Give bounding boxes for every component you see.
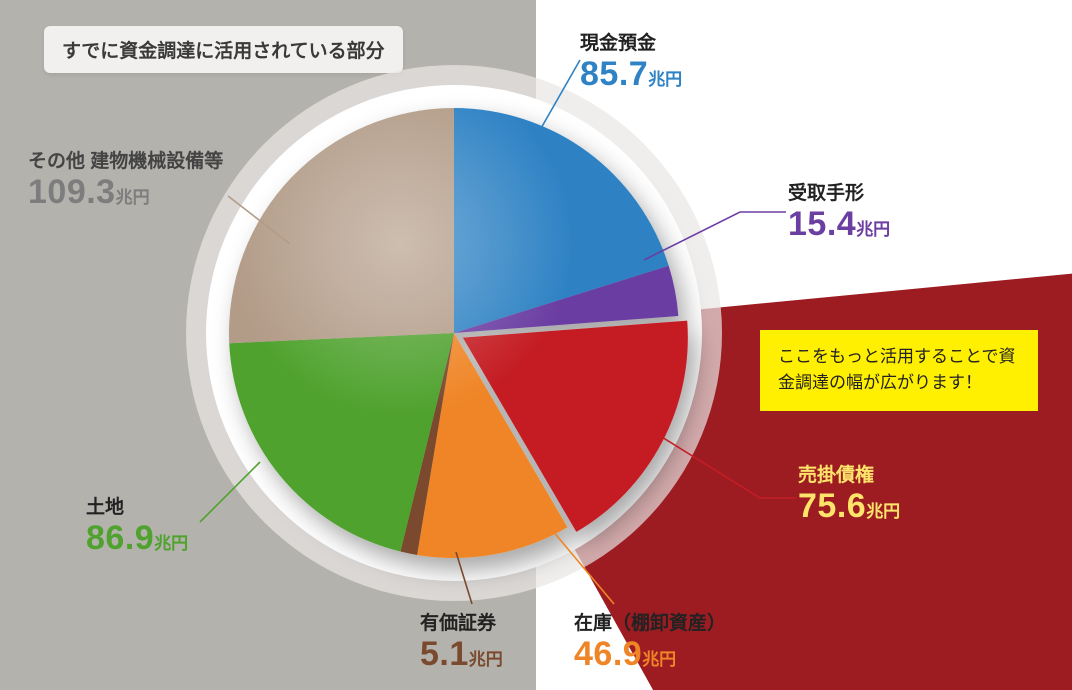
- leader-genkin: [540, 60, 580, 130]
- label-uketori: 受取手形15.4兆円: [788, 178, 890, 244]
- label-title-urikake: 売掛債権: [798, 460, 900, 487]
- label-title-uketori: 受取手形: [788, 178, 890, 205]
- label-unit-urikake: 兆円: [866, 502, 900, 521]
- label-value-zaiko: 46.9: [574, 635, 642, 673]
- label-unit-genkin: 兆円: [648, 70, 682, 89]
- label-title-genkin: 現金預金: [580, 28, 682, 55]
- label-unit-zaiko: 兆円: [642, 650, 676, 669]
- leader-uketori: [644, 212, 786, 260]
- leader-urikake: [628, 416, 796, 498]
- label-value-urikake: 75.6: [798, 487, 866, 525]
- bg-panel-left: [0, 0, 536, 690]
- leader-zaiko: [552, 530, 614, 604]
- label-urikake: 売掛債権75.6兆円: [798, 460, 900, 526]
- note-grey: すでに資金調達に活用されている部分: [44, 26, 403, 73]
- note-yellow: ここをもっと活用することで資金調達の幅が広がります！: [760, 330, 1038, 411]
- label-unit-uketori: 兆円: [856, 220, 890, 239]
- label-genkin: 現金預金85.7兆円: [580, 28, 682, 94]
- label-title-zaiko: 在庫（棚卸資産）: [574, 608, 726, 635]
- label-value-uketori: 15.4: [788, 205, 856, 243]
- label-value-genkin: 85.7: [580, 55, 648, 93]
- label-zaiko: 在庫（棚卸資産）46.9兆円: [574, 608, 726, 674]
